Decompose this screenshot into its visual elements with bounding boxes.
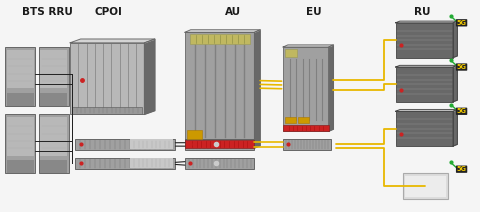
- Polygon shape: [144, 39, 155, 114]
- FancyBboxPatch shape: [190, 34, 250, 44]
- Text: EU: EU: [306, 7, 322, 17]
- FancyBboxPatch shape: [185, 32, 254, 148]
- FancyBboxPatch shape: [7, 93, 34, 106]
- FancyBboxPatch shape: [286, 117, 296, 123]
- FancyBboxPatch shape: [396, 23, 453, 58]
- Polygon shape: [453, 110, 457, 146]
- FancyBboxPatch shape: [39, 114, 69, 173]
- Text: RU: RU: [414, 7, 430, 17]
- Text: BTS RRU: BTS RRU: [22, 7, 73, 17]
- FancyBboxPatch shape: [130, 158, 173, 168]
- FancyBboxPatch shape: [299, 117, 309, 123]
- FancyBboxPatch shape: [396, 111, 453, 146]
- FancyBboxPatch shape: [39, 47, 69, 106]
- FancyBboxPatch shape: [75, 139, 175, 150]
- FancyBboxPatch shape: [7, 117, 34, 156]
- Polygon shape: [453, 21, 457, 58]
- Polygon shape: [328, 45, 333, 131]
- Polygon shape: [453, 65, 457, 102]
- Polygon shape: [70, 39, 155, 43]
- Text: CPOI: CPOI: [95, 7, 122, 17]
- Text: 5G: 5G: [456, 166, 467, 172]
- FancyBboxPatch shape: [5, 114, 35, 173]
- Polygon shape: [283, 45, 333, 47]
- FancyBboxPatch shape: [40, 93, 67, 106]
- Text: 5G: 5G: [456, 64, 467, 70]
- FancyBboxPatch shape: [40, 50, 67, 88]
- FancyBboxPatch shape: [40, 117, 67, 156]
- FancyBboxPatch shape: [405, 176, 446, 197]
- FancyBboxPatch shape: [185, 158, 254, 169]
- FancyBboxPatch shape: [185, 140, 254, 148]
- FancyBboxPatch shape: [403, 173, 448, 199]
- FancyBboxPatch shape: [5, 47, 35, 106]
- FancyBboxPatch shape: [283, 139, 331, 150]
- FancyBboxPatch shape: [7, 50, 34, 88]
- FancyBboxPatch shape: [283, 125, 328, 131]
- Polygon shape: [396, 65, 457, 67]
- FancyBboxPatch shape: [283, 47, 328, 131]
- FancyBboxPatch shape: [286, 49, 298, 57]
- FancyBboxPatch shape: [185, 139, 254, 150]
- Polygon shape: [396, 110, 457, 111]
- Polygon shape: [254, 30, 260, 148]
- FancyBboxPatch shape: [40, 160, 67, 173]
- FancyBboxPatch shape: [187, 130, 202, 139]
- FancyBboxPatch shape: [7, 160, 34, 173]
- Text: AU: AU: [225, 7, 241, 17]
- FancyBboxPatch shape: [130, 139, 173, 149]
- Text: 5G: 5G: [456, 20, 467, 26]
- FancyBboxPatch shape: [75, 158, 175, 169]
- Polygon shape: [185, 30, 260, 32]
- FancyBboxPatch shape: [72, 107, 142, 114]
- Text: 5G: 5G: [456, 108, 467, 114]
- FancyBboxPatch shape: [396, 67, 453, 102]
- FancyBboxPatch shape: [70, 43, 144, 114]
- Polygon shape: [396, 21, 457, 23]
